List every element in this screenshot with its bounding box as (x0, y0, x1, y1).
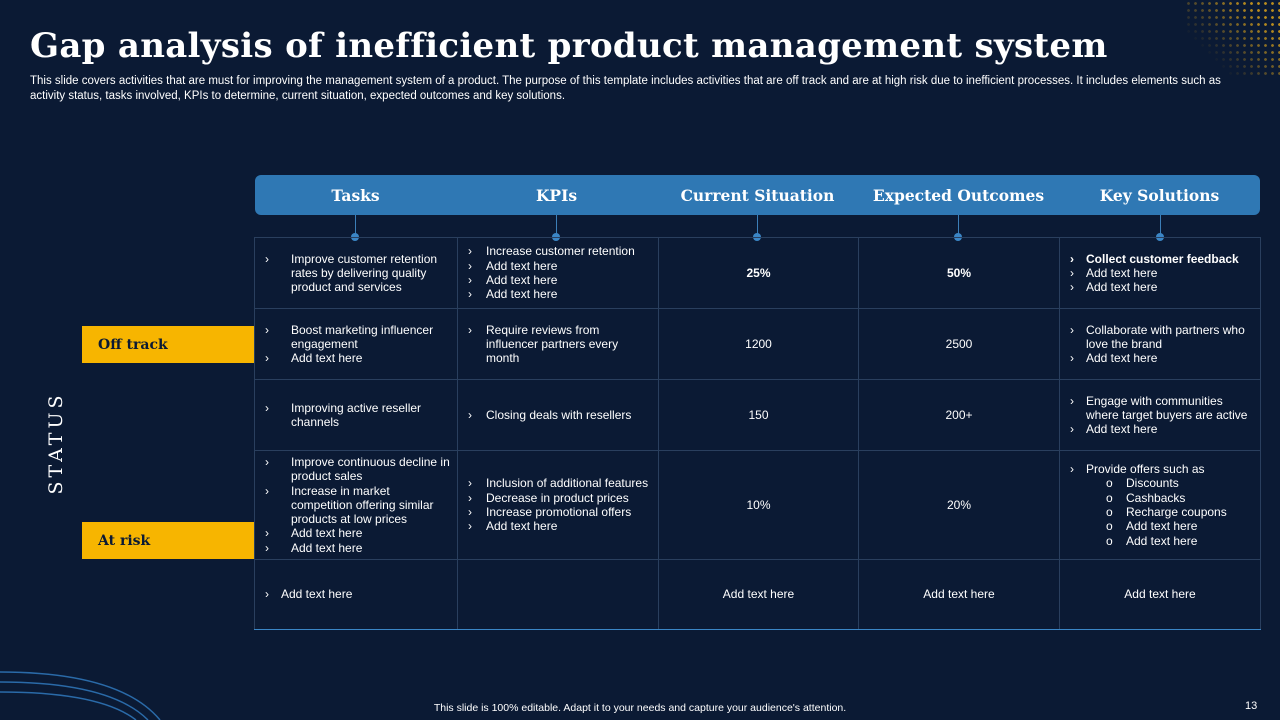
connector-line (355, 215, 356, 237)
header-kpis: KPIs (535, 185, 578, 205)
kpis-cell: Require reviews from influencer partners… (457, 308, 659, 380)
kpis-cell: Inclusion of additional features Decreas… (457, 449, 659, 561)
solution-sub-item: Add text here (1106, 534, 1254, 549)
expected-outcome-value: 50% (858, 237, 1060, 309)
task-item: Increase in market competition offering … (261, 484, 451, 527)
kpi-item: Add text here (464, 287, 652, 302)
kpis-cell: Increase customer retention Add text her… (457, 237, 659, 309)
solutions-cell: Engage with communities where target buy… (1059, 379, 1261, 451)
header-expected-outcomes: Expected Outcomes (872, 185, 1045, 205)
kpi-item: Decrease in product prices (464, 491, 652, 506)
expected-outcome-value: 20% (858, 449, 1060, 561)
kpi-item: Increase promotional offers (464, 505, 652, 520)
expected-outcome-value: Add text here (858, 559, 1060, 631)
tasks-cell: Boost marketing influencer engagement Ad… (254, 308, 458, 380)
solution-item: Add text here (1066, 280, 1254, 295)
solution-sub-item: Cashbacks (1106, 491, 1254, 506)
task-item: Add text here (261, 351, 451, 366)
header-current-situation: Current Situation (680, 185, 835, 205)
tasks-cell: Improving active reseller channels (254, 379, 458, 451)
solution-item: Add text here (1066, 351, 1254, 366)
current-situation-value: 1200 (658, 308, 859, 380)
table-row: Improve customer retention rates by deli… (254, 237, 1261, 309)
solution-item: Collaborate with partners who love the b… (1066, 323, 1254, 352)
kpi-item: Add text here (464, 519, 652, 534)
table-header: Tasks KPIs Current Situation Expected Ou… (255, 175, 1260, 215)
kpis-cell (457, 559, 659, 631)
solutions-cell: Collaborate with partners who love the b… (1059, 308, 1261, 380)
solution-sub-item: Recharge coupons (1106, 505, 1254, 520)
kpi-item: Closing deals with resellers (464, 408, 652, 423)
connector-line (1160, 215, 1161, 237)
solution-sub-item: Add text here (1106, 519, 1254, 534)
header-key-solutions: Key Solutions (1099, 185, 1220, 205)
solution-item: Collect customer feedback (1066, 252, 1254, 267)
task-item: Improve continuous decline in product sa… (261, 455, 451, 484)
solution-item: Engage with communities where target buy… (1066, 394, 1254, 423)
connector-line (958, 215, 959, 237)
kpi-item: Inclusion of additional features (464, 476, 652, 491)
gap-analysis-table: Improve customer retention rates by deli… (254, 237, 1261, 631)
header-tasks: Tasks (331, 185, 380, 205)
solution-item: Provide offers such as Discounts Cashbac… (1066, 462, 1254, 548)
tasks-cell: Add text here (254, 559, 458, 631)
decorative-dot-pattern (1185, 0, 1280, 75)
table-row: Improve continuous decline in product sa… (254, 449, 1261, 561)
decorative-arcs (0, 671, 161, 720)
tasks-cell: Improve continuous decline in product sa… (254, 449, 458, 561)
off-track-label: Off track (82, 326, 254, 363)
task-item: Boost marketing influencer engagement (261, 323, 451, 352)
status-axis-label: STATUS (45, 391, 67, 495)
page-title: Gap analysis of inefficient product mana… (30, 26, 1108, 66)
tasks-cell: Improve customer retention rates by deli… (254, 237, 458, 309)
current-situation-value: Add text here (658, 559, 859, 631)
expected-outcome-value: 2500 (858, 308, 1060, 380)
connector-line (757, 215, 758, 237)
task-item: Add text here (261, 526, 451, 541)
solutions-cell: Add text here (1059, 559, 1261, 631)
task-item: Improving active reseller channels (261, 401, 451, 430)
current-situation-value: 10% (658, 449, 859, 561)
page-number: 13 (1245, 700, 1258, 712)
solutions-cell: Provide offers such as Discounts Cashbac… (1059, 449, 1261, 561)
expected-outcome-value: 200+ (858, 379, 1060, 451)
task-item: Add text here (261, 541, 451, 556)
solution-intro: Provide offers such as (1086, 462, 1205, 477)
task-item: Improve customer retention rates by deli… (261, 252, 451, 295)
kpi-item: Require reviews from influencer partners… (464, 323, 652, 366)
task-item: Add text here (261, 587, 451, 602)
table-row: Improving active reseller channels Closi… (254, 379, 1261, 451)
kpi-item: Add text here (464, 259, 652, 274)
table-row: Boost marketing influencer engagement Ad… (254, 308, 1261, 380)
solution-item: Add text here (1066, 422, 1254, 437)
footer-note: This slide is 100% editable. Adapt it to… (433, 702, 847, 714)
table-row: Add text here Add text here Add text her… (254, 559, 1261, 631)
solutions-cell: Collect customer feedback Add text here … (1059, 237, 1261, 309)
kpi-item: Increase customer retention (464, 244, 652, 259)
solution-sub-item: Discounts (1106, 476, 1254, 491)
connector-line (556, 215, 557, 237)
solution-item: Add text here (1066, 266, 1254, 281)
page-subtitle: This slide covers activities that are mu… (30, 75, 1221, 102)
current-situation-value: 150 (658, 379, 859, 451)
kpis-cell: Closing deals with resellers (457, 379, 659, 451)
at-risk-label: At risk (82, 522, 254, 559)
kpi-item: Add text here (464, 273, 652, 288)
current-situation-value: 25% (658, 237, 859, 309)
